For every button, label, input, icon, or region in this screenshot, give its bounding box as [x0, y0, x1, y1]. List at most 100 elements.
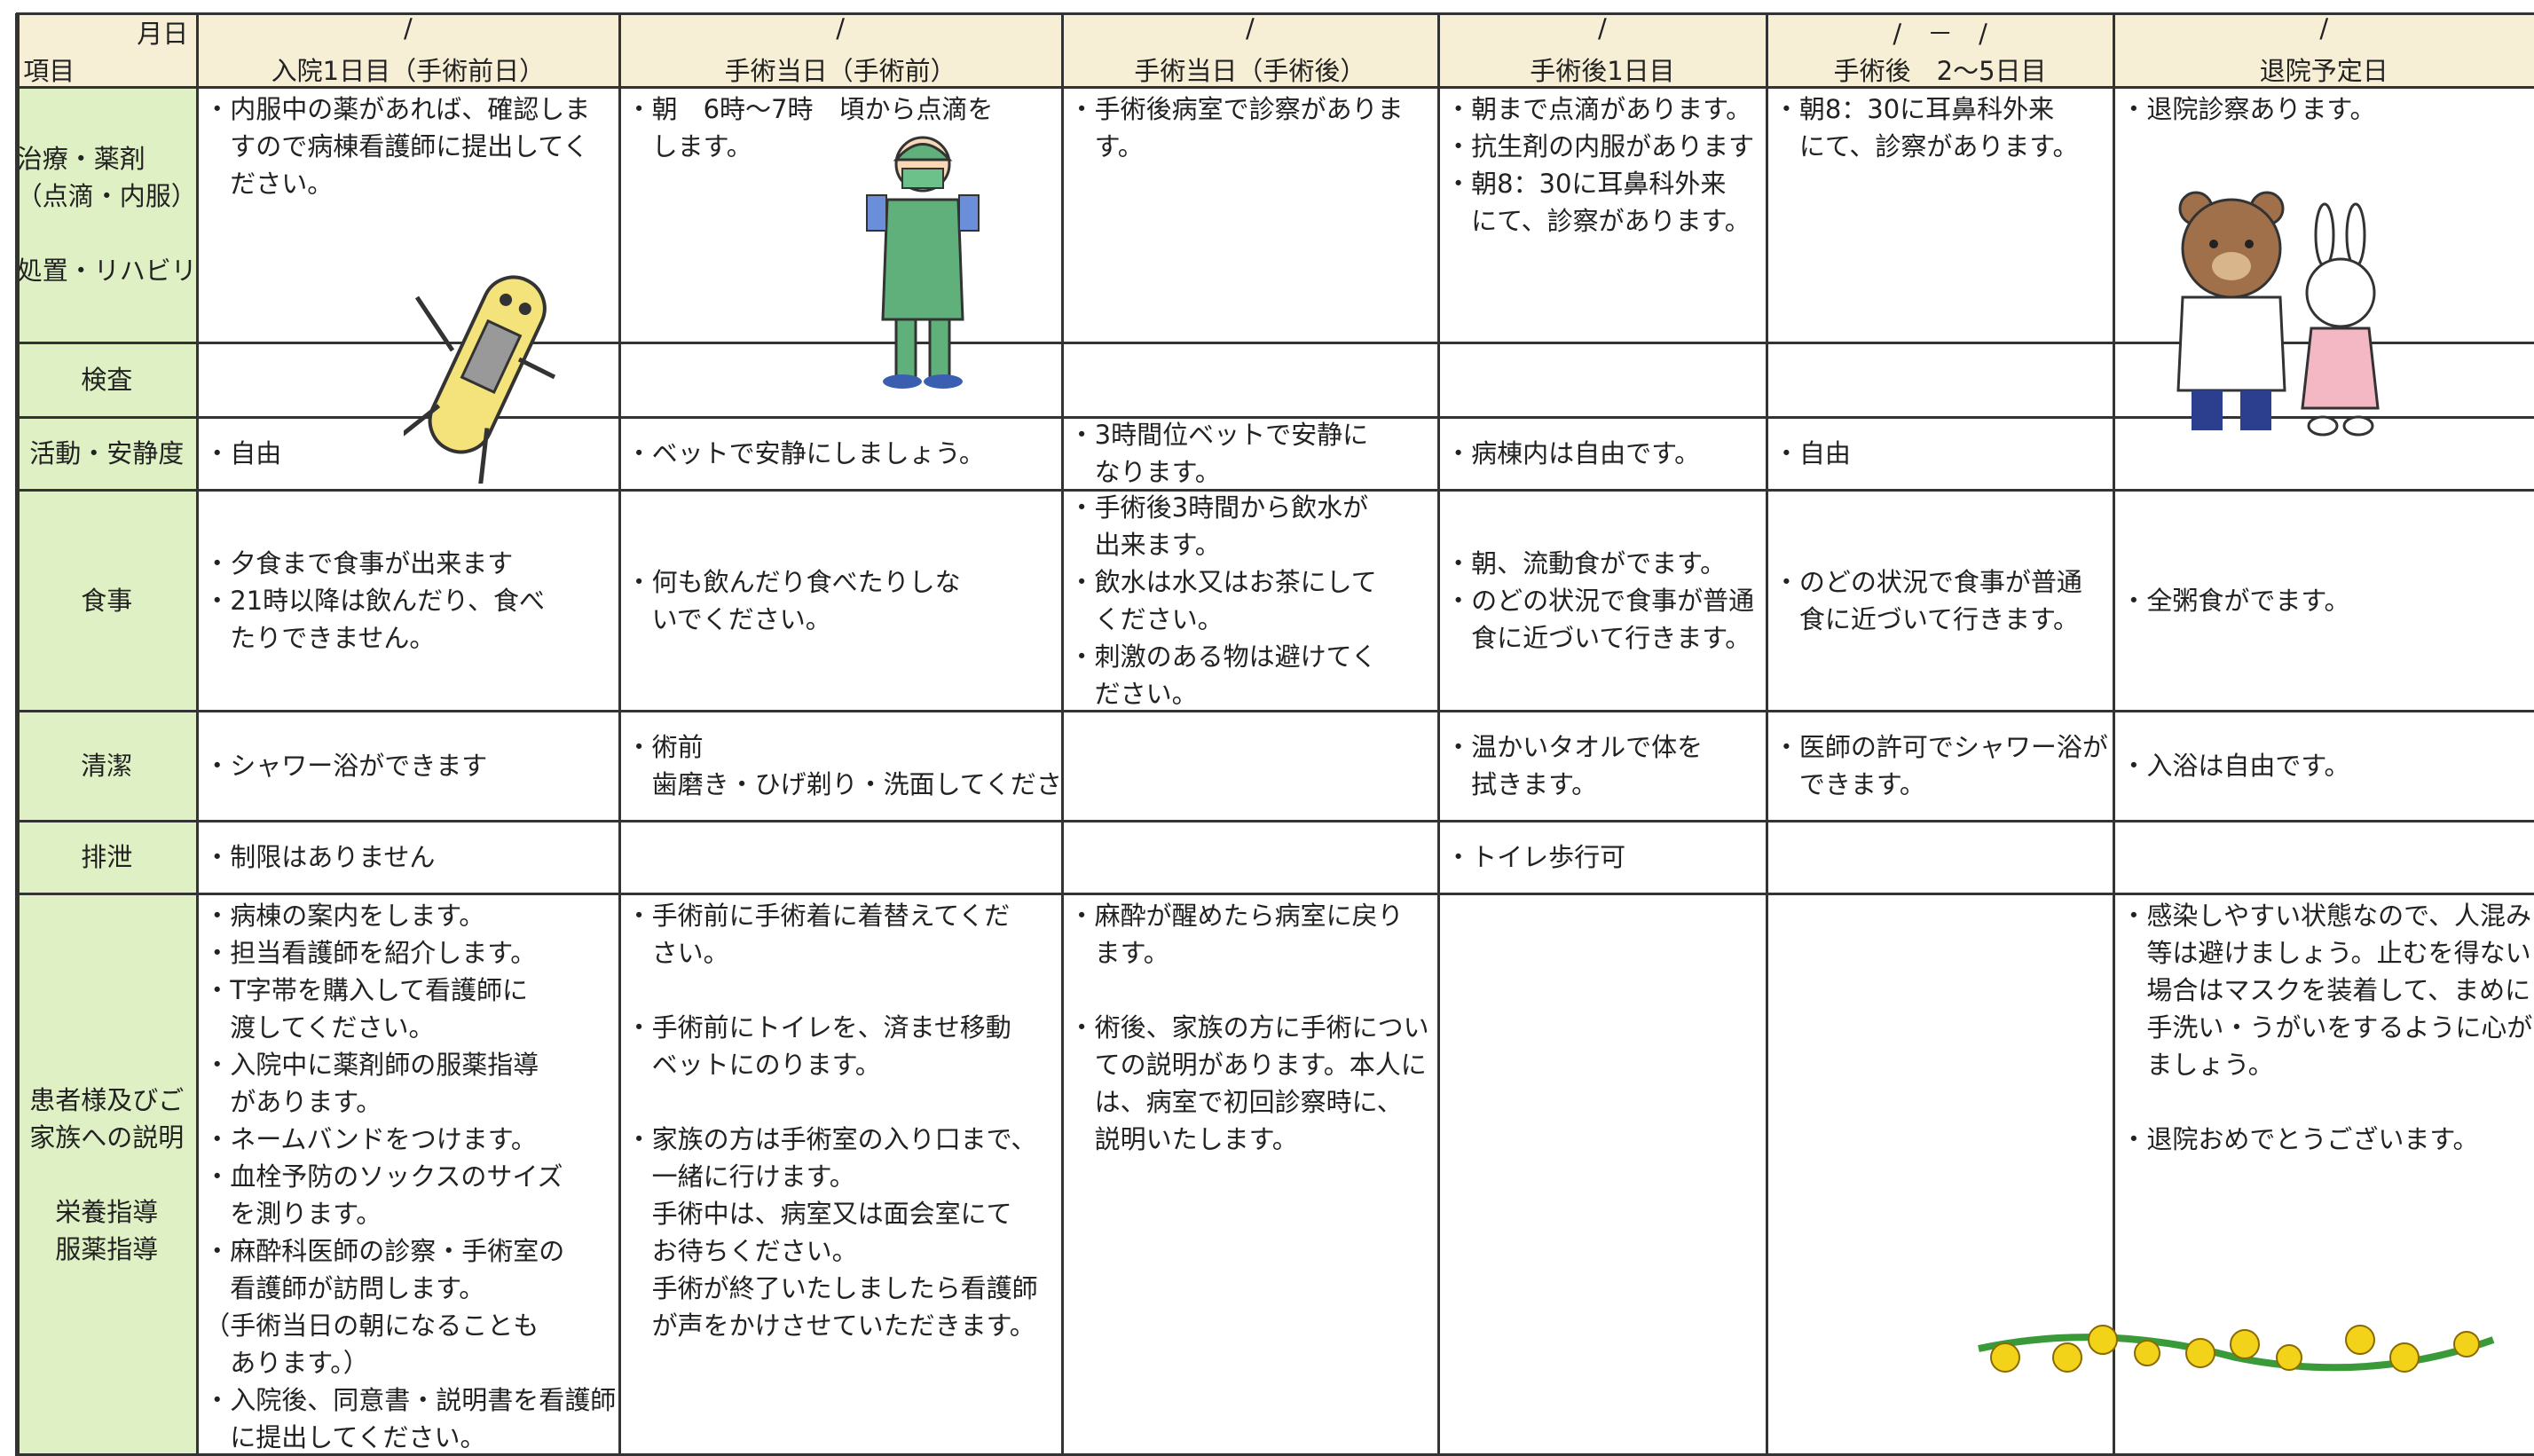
- text-line: 手術が終了いたしましたら看護師: [651, 1273, 1038, 1304]
- label-column-background: [16, 87, 198, 1456]
- text-line: ・手術後3時間から飲水が: [1068, 492, 1369, 523]
- grid-line: [16, 488, 2534, 492]
- text-group: 排泄: [81, 838, 132, 876]
- text-line: ・飲水は水又はお茶にして: [1068, 566, 1377, 597]
- column-title: 手術当日（手術後）: [1134, 55, 1366, 86]
- text-line: ・退院おめでとうございます。: [2121, 1124, 2479, 1155]
- text-line: ・術前: [626, 732, 704, 763]
- cell: [1438, 893, 1767, 1456]
- column-title: 退院予定日: [2259, 55, 2388, 86]
- text-line: ・3時間位ベットで安静に: [1068, 419, 1369, 450]
- flower-garland: [1978, 1325, 2495, 1373]
- grid-line: [16, 1453, 2534, 1456]
- text-line: ・T字帯を購入して看護師に: [204, 975, 529, 1006]
- text-line: ・内服中の薬があれば、確認しま: [204, 94, 591, 125]
- text-line: す。: [1094, 131, 1144, 162]
- text-line: ・ベットで安静にしましょう。: [626, 437, 985, 468]
- grid-line: [16, 12, 2534, 15]
- text-line: にて、診察があります。: [1471, 206, 1751, 237]
- text-line: 活動・安静度: [29, 437, 185, 468]
- cell: ・朝8：30に耳鼻科外来 にて、診察があります。: [1767, 87, 2114, 342]
- text-line: なります。: [1094, 456, 1221, 487]
- text-line: 服薬指導: [55, 1234, 159, 1265]
- text-group: ・温かいタオルで体を 拭きます。: [1445, 728, 1761, 803]
- grid-line: [16, 86, 2534, 90]
- text-group: ・のどの状況で食事が普通 食に近づいて行きます。: [1774, 563, 2109, 638]
- cell: ・温かいタオルで体を 拭きます。: [1438, 711, 1767, 821]
- text-line: に提出してください。: [230, 1422, 486, 1453]
- cell: ・何も飲んだり食べたりしな いでください。: [619, 490, 1062, 712]
- text-line: 清潔: [81, 751, 133, 782]
- text-line: あります。）: [230, 1348, 369, 1379]
- text-line: 看護師が訪問します。: [230, 1273, 485, 1304]
- date-label: 月日: [137, 18, 189, 49]
- text-line: （点滴・内服）: [16, 181, 197, 212]
- text-group: 患者様及びご 家族への説明: [29, 1082, 184, 1156]
- text-line: ・担当看護師を紹介します。: [204, 938, 537, 969]
- grid-line: [1437, 12, 1441, 1456]
- text-line: ・血栓予防のソックスのサイズ: [204, 1161, 563, 1192]
- text-line: 栄養指導: [55, 1197, 159, 1228]
- text-line: ・医師の許可でシャワー浴が: [1773, 732, 2108, 763]
- cell: ・退院診察あります。: [2113, 87, 2534, 342]
- row-label: 排泄: [16, 821, 197, 893]
- text-group: ・病棟の案内をします。 ・担当看護師を紹介します。 ・T字帯を購入して看護師に 渡して…: [204, 897, 616, 1456]
- cell: ・トイレ歩行可: [1438, 821, 1767, 893]
- text-group: ・3時間位ベットで安静になります。: [1069, 417, 1433, 490]
- text-line: ・21時以降は飲んだり、食べ: [204, 585, 545, 616]
- text-group: ・病棟内は自由です。: [1445, 435, 1761, 472]
- text-line: 手術中は、病室又は面会室にて: [651, 1199, 1012, 1230]
- text-group: ・医師の許可でシャワー浴が できます。: [1774, 728, 2109, 803]
- text-line: 食に近づいて行きます。: [1471, 622, 1751, 653]
- text-line: ・朝まで点滴があります。: [1445, 94, 1752, 125]
- text-group: ・自由: [204, 435, 613, 472]
- grid-line: [618, 12, 621, 1456]
- text-line: ・刺激のある物は避けてく: [1068, 641, 1377, 672]
- text-line: お待ちください。: [651, 1236, 858, 1267]
- text-line: 歯磨き・ひげ剃り・洗面してください: [651, 769, 1062, 800]
- text-line: が声をかけさせていただきます。: [651, 1310, 1035, 1342]
- column-date: /: [1598, 12, 1607, 43]
- text-group: ・全粥食がでます。: [2121, 582, 2529, 619]
- text-line: 等は避けましょう。止むを得ない: [2146, 938, 2531, 969]
- text-line: ・退院診察あります。: [2121, 94, 2376, 125]
- text-group: ・シャワー浴ができます: [204, 747, 613, 784]
- cell: ・自由: [1767, 417, 2114, 490]
- column-date: /: [836, 12, 846, 43]
- bear-rabbit-illustration: [2176, 191, 2380, 437]
- text-group: ・家族の方は手術室の入り口まで、 一緒に行けます。 手術中は、病室又は面会室にて お待…: [626, 1121, 1057, 1344]
- text-group: ・退院診察あります。: [2121, 91, 2529, 128]
- cell: ・手術後病室で診察がありま す。: [1062, 87, 1438, 342]
- text-line: 出来ます。: [1094, 529, 1221, 560]
- column-title: 入院1日目（手術前日）: [271, 55, 546, 86]
- text-line: 手洗い・うがいをするように心がけ: [2146, 1012, 2534, 1043]
- text-line: 検査: [81, 365, 133, 396]
- text-group: ・手術前に手術着に着替えてくだ さい。: [626, 897, 1057, 972]
- item-label: 項目: [23, 55, 75, 86]
- text-line: があります。: [230, 1087, 382, 1118]
- text-group: ・感染しやすい状態なので、人混み 等は避けましょう。止むを得ない 場合はマスクを装着…: [2121, 897, 2534, 1083]
- text-group: ・手術前にトイレを、済ませ移動 ベットにのります。: [626, 1009, 1057, 1083]
- cell: [1062, 342, 1438, 417]
- cell: ・内服中の薬があれば、確認しま すので病棟看護師に提出してく ださい。: [197, 87, 618, 342]
- grid-line: [196, 12, 200, 1456]
- text-line: ・朝8：30に耳鼻科外来: [1773, 94, 2055, 125]
- column-date: /: [2319, 12, 2329, 43]
- text-line: します。: [651, 131, 752, 162]
- text-line: ・自由: [1773, 437, 1851, 468]
- text-line: ・全粥食がでます。: [2121, 585, 2350, 616]
- text-line: ・家族の方は手術室の入り口まで、: [626, 1124, 1037, 1155]
- column-title: 手術当日（手術前）: [724, 55, 956, 86]
- text-group: ・内服中の薬があれば、確認しま すので病棟看護師に提出してく ださい。: [204, 91, 613, 202]
- text-line: ・自由: [204, 437, 282, 468]
- text-group: 食事: [81, 582, 132, 619]
- grid-line: [16, 415, 2534, 419]
- cell: [1062, 821, 1438, 893]
- text-line: 説明いたします。: [1094, 1124, 1298, 1155]
- text-line: ・手術前に手術着に着替えてくだ: [626, 901, 1011, 932]
- text-line: 渡してください。: [230, 1012, 435, 1043]
- row-label: 清潔: [16, 711, 197, 821]
- grid-line: [15, 12, 20, 1456]
- text-line: ください。: [1094, 603, 1224, 634]
